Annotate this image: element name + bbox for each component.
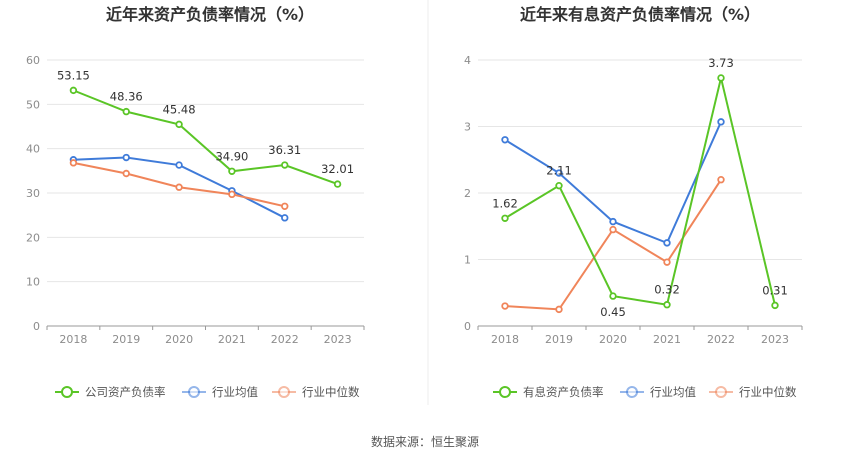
legend-swatch-marker	[61, 386, 73, 398]
series-line-1	[504, 77, 776, 306]
legend-swatch-marker	[715, 386, 727, 398]
data-point	[333, 180, 342, 188]
data-label: 0.45	[600, 305, 626, 319]
x-tick-label: 2022	[271, 333, 299, 346]
legend-swatch-marker	[626, 386, 638, 398]
x-tick-label: 2018	[59, 333, 87, 346]
x-tick-label: 2021	[653, 333, 681, 346]
data-point	[771, 301, 779, 310]
data-label: 48.36	[110, 90, 143, 104]
y-tick-label: 0	[33, 320, 40, 333]
data-point	[175, 120, 183, 129]
x-tick-label: 2019	[545, 333, 573, 346]
legend-label: 有息资产负债率	[523, 385, 604, 399]
data-label: 0.31	[762, 283, 788, 297]
legend-label: 行业均值	[650, 385, 696, 399]
data-point	[69, 159, 78, 167]
data-point	[69, 86, 78, 95]
chart-title: 近年来有息资产负债率情况（%）	[520, 5, 760, 24]
data-label: 53.15	[57, 68, 90, 82]
legend-item-2: 行业均值	[620, 385, 696, 399]
data-point	[609, 217, 617, 226]
data-point	[281, 161, 289, 169]
data-point	[609, 225, 617, 234]
y-tick-label: 0	[464, 320, 471, 333]
chart-title: 近年来资产负债率情况（%）	[106, 5, 314, 24]
data-point	[555, 305, 563, 314]
y-tick-label: 2	[464, 187, 471, 200]
y-tick-label: 1	[464, 254, 471, 267]
legend-label: 行业中位数	[302, 385, 360, 399]
x-tick-label: 2021	[218, 333, 246, 346]
chart-panel-1: 近年来资产负债率情况（%） 0 10 20 30 40 50 60 2018 2019 2020 20…	[26, 5, 365, 399]
legend-label: 行业均值	[212, 385, 258, 399]
data-point	[501, 136, 509, 144]
y-tick-label: 50	[26, 98, 40, 111]
data-point	[555, 181, 563, 190]
data-point	[717, 175, 725, 184]
legend-swatch-marker	[188, 386, 200, 398]
data-label: 32.01	[321, 162, 354, 176]
x-tick-label: 2022	[707, 333, 735, 346]
data-label: 0.32	[654, 283, 680, 297]
data-point	[281, 214, 289, 222]
legend-item-3: 行业中位数	[272, 385, 360, 399]
data-point	[609, 292, 617, 300]
data-point	[122, 169, 130, 178]
legend-label: 公司资产负债率	[85, 385, 166, 399]
legend-swatch-marker	[499, 386, 511, 398]
y-tick-label: 60	[26, 54, 40, 67]
data-point	[228, 190, 236, 199]
legend-item-3: 行业中位数	[709, 385, 797, 399]
data-label: 36.31	[268, 143, 301, 157]
data-point	[175, 183, 183, 191]
data-label: 3.73	[708, 56, 734, 70]
x-tick-label: 2020	[165, 333, 193, 346]
data-point	[717, 74, 725, 82]
y-tick-label: 4	[464, 54, 471, 67]
legend-item-1: 有息资产负债率	[493, 385, 604, 399]
x-tick-label: 2023	[761, 333, 789, 346]
source-note: 数据来源：恒生聚源	[371, 434, 479, 449]
x-tick-label: 2023	[324, 333, 352, 346]
legend-item-1: 公司资产负债率	[55, 385, 166, 399]
data-point	[228, 167, 236, 175]
data-label: 45.48	[163, 102, 196, 116]
data-point	[663, 301, 671, 309]
legend-item-2: 行业均值	[182, 385, 258, 399]
data-point	[717, 118, 725, 126]
legend-label: 行业中位数	[739, 385, 797, 399]
data-point	[501, 214, 509, 222]
data-label: 1.62	[492, 196, 518, 210]
x-tick-label: 2018	[491, 333, 519, 346]
y-tick-label: 20	[26, 231, 40, 244]
y-tick-label: 40	[26, 143, 40, 156]
legend-swatch-marker	[278, 386, 290, 398]
y-tick-label: 3	[464, 121, 471, 134]
x-tick-label: 2019	[112, 333, 140, 346]
data-point	[501, 302, 509, 310]
y-tick-label: 30	[26, 187, 40, 200]
chart-panel-2: 近年来有息资产负债率情况（%） 0 1 2 3 4 2018 2019 2020 2021 2022…	[464, 5, 803, 399]
data-point	[175, 161, 183, 169]
x-tick-label: 2020	[599, 333, 627, 346]
data-point	[122, 153, 130, 162]
data-label: 34.90	[215, 149, 248, 163]
data-point	[122, 107, 130, 116]
data-point	[281, 202, 289, 210]
data-point	[663, 258, 671, 266]
data-label: 2.11	[546, 164, 572, 178]
series-line-1	[73, 89, 338, 186]
y-tick-label: 10	[26, 276, 40, 289]
data-point	[663, 239, 671, 247]
data-point	[555, 169, 563, 177]
